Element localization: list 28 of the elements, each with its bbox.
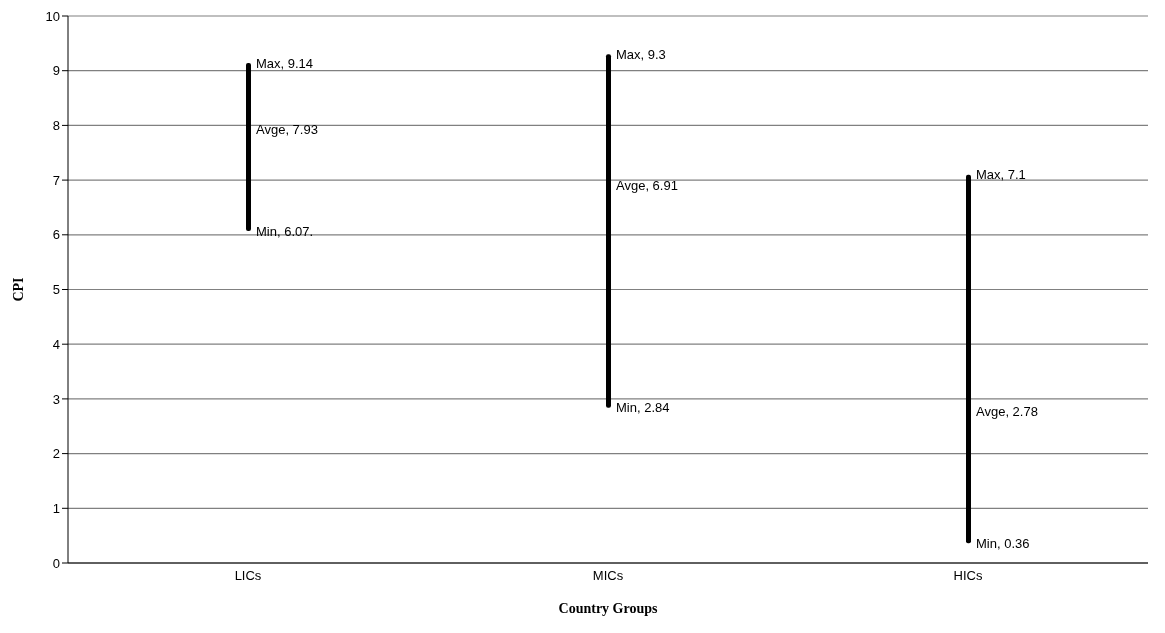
y-axis-title: CPI	[10, 277, 26, 302]
annotation: Avge, 7.93	[256, 121, 318, 137]
y-tick-label: 8	[52, 118, 60, 134]
y-tick-label: 9	[52, 63, 60, 79]
y-tick-label: 0	[52, 555, 60, 571]
y-tick-label: 5	[52, 282, 60, 298]
annotation: Max, 7.1	[976, 167, 1026, 183]
x-tick-label: HICs	[953, 568, 983, 584]
y-tick-label: 4	[52, 336, 60, 352]
x-axis-title: Country Groups	[558, 601, 659, 616]
annotation: Avge, 2.78	[976, 403, 1038, 419]
y-tick-label: 6	[52, 227, 60, 243]
y-tick-label: 2	[52, 446, 60, 462]
y-tick-label: 1	[52, 500, 60, 516]
x-tick-label: MICs	[592, 568, 624, 584]
bar	[606, 54, 611, 408]
y-tick-label: 10	[45, 8, 60, 24]
y-tick-label: 7	[52, 172, 60, 188]
annotation: Max, 9.14	[256, 55, 314, 71]
annotation: Min, 0.36	[976, 535, 1030, 551]
annotation: Max, 9.3	[616, 46, 666, 62]
annotation: Min, 2.84	[616, 400, 670, 416]
bar	[246, 63, 251, 231]
bar	[966, 174, 971, 544]
x-tick-label: LICs	[234, 568, 262, 584]
y-tick-label: 3	[52, 391, 60, 407]
annotation: Min, 6.07.	[256, 223, 314, 239]
annotation: Avge, 6.91	[616, 177, 678, 193]
